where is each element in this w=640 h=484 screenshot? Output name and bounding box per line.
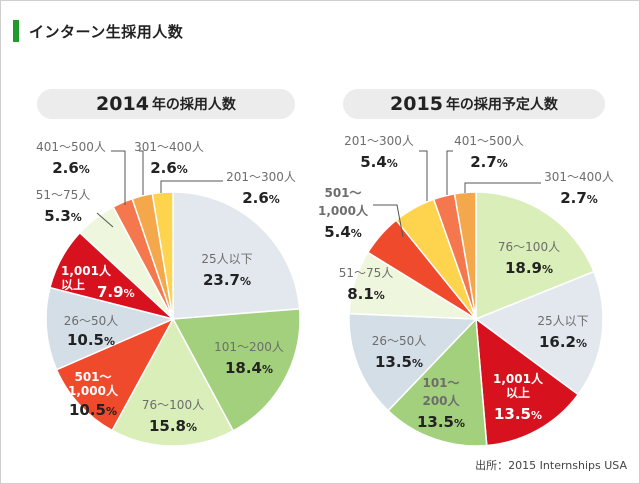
pie-2015-label-3-name-line2: 200人 (422, 393, 460, 408)
chart-2014-title: 2014 年の採用人数 (37, 89, 295, 119)
pie-2014-label-5-name-line1: 1,001人 (61, 263, 112, 278)
pie-2014-label-3-name-line1: 501～ (74, 370, 111, 384)
pie-2014-label-6-leader (96, 212, 114, 228)
pie-2014-label-4-value: 10.5% (67, 331, 115, 349)
pie-2015-label-1-name: 25人以下 (537, 314, 588, 328)
pie-2014-slice-4 (45, 286, 176, 371)
pie-2015-label-8-name: 401～500人 (454, 134, 524, 148)
chart-2015-title: 2015 年の採用予定人数 (343, 89, 605, 119)
pie-2015-label-5-value: 8.1% (347, 285, 385, 303)
pie-2014-label-5-name-line2: 以上 (61, 277, 85, 292)
pie-2014-label-0-name: 25人以下 (201, 252, 252, 266)
title-accent-bar (13, 20, 19, 42)
pie-2015-label-6-name-line1: 501～ (324, 186, 361, 200)
pie-2014-slice-9 (151, 191, 174, 320)
pie-2015-label-7-value: 5.4% (360, 153, 398, 171)
pie-2015-label-2-value: 13.5% (494, 405, 542, 423)
chart-2014-title-text: 年の採用人数 (151, 97, 236, 113)
pie-2015-slice-1 (474, 270, 604, 396)
pie-2014-label-5-value: 7.9% (97, 283, 135, 301)
pie-2015-label-1-value: 16.2% (539, 333, 587, 351)
pie-2015-label-9-value: 2.7% (560, 189, 598, 207)
pie-2015-slice-4 (348, 312, 478, 412)
chart-2015-title-text: 年の採用予定人数 (445, 97, 558, 113)
pie-2014-label-0-value: 23.7% (203, 271, 251, 289)
pie-2014-slice-0 (172, 191, 301, 320)
pie-2014-label-2-name: 76～100人 (142, 398, 204, 412)
pie-2015-label-9-leader (464, 182, 541, 193)
pie-2014-label-8-value: 2.6% (150, 159, 188, 177)
pie-2014-label-4-name: 26～50人 (64, 314, 119, 328)
pie-2014-label-8-leader (139, 150, 144, 195)
page-title: インターン生採用人数 (29, 22, 184, 41)
pie-2015-label-3-value: 13.5% (417, 413, 465, 431)
pie-2014-label-1-name: 101～200人 (214, 340, 284, 354)
pie-2015-label-2-name-line1: 1,001人 (493, 371, 544, 386)
pie-2014-label-1-value: 18.4% (225, 359, 273, 377)
pie-2014-label-3-value: 10.5% (69, 401, 117, 419)
pie-2015-label-2-name-line2: 以上 (506, 385, 530, 400)
pie-2014-label-9-leader (160, 180, 223, 193)
pie-2014-label-8-name: 301～400人 (134, 140, 204, 154)
pie-2015-label-0-value: 18.9% (505, 259, 553, 277)
chart-2015-title-year: 2015 (390, 93, 443, 115)
pie-2015-slice-0 (475, 191, 595, 321)
pie-2014-label-9-value: 2.6% (242, 189, 280, 207)
pie-2015-label-8-leader (446, 150, 453, 195)
source-note: 出所：2015 Internships USA (475, 459, 627, 472)
pie-2014-label-2-value: 15.8% (149, 417, 197, 435)
pie-2014-slice-2 (111, 317, 235, 447)
pie-2014: 25人以下23.7%101～200人18.4%76～100人15.8%501～1… (36, 140, 301, 447)
pie-2015-label-4-value: 13.5% (375, 353, 423, 371)
chart-2014-title-year: 2014 (96, 93, 149, 115)
pie-2014-label-9-name: 201～300人 (226, 170, 296, 184)
pie-2015-label-4-name: 26～50人 (372, 334, 427, 348)
pie-2015-label-5-name: 51～75人 (339, 266, 394, 280)
pie-2014-label-6-value: 5.3% (44, 207, 82, 225)
pie-2015-label-8-value: 2.7% (470, 153, 508, 171)
pie-2014-label-3-name-line2: 1,000人 (68, 383, 119, 398)
pie-2014-label-7-leader (111, 150, 126, 205)
pie-2015-label-0-name: 76～100人 (498, 240, 560, 254)
pie-2015-label-6-leader (373, 204, 404, 238)
pie-2015-label-6-value: 5.4% (324, 223, 362, 241)
pie-2015-slice-3 (387, 317, 488, 447)
pie-2014-slice-1 (171, 308, 301, 432)
pie-2014-label-6-name: 51～75人 (36, 188, 91, 202)
pie-2015-label-7-name: 201～300人 (344, 134, 414, 148)
pie-2015-label-3-name-line1: 101～ (422, 376, 459, 390)
pie-2015-label-7-leader (419, 150, 428, 201)
pie-2015-label-9-name: 301～400人 (544, 170, 614, 184)
pie-2015-slice-2 (475, 317, 580, 447)
pie-2014-label-7-name: 401～500人 (36, 140, 106, 154)
pie-2014-label-7-value: 2.6% (52, 159, 90, 177)
pie-2015-label-6-name-line2: 1,000人 (318, 203, 369, 218)
pie-2014-slice-3 (55, 317, 175, 432)
header: インターン生採用人数 (13, 19, 183, 43)
